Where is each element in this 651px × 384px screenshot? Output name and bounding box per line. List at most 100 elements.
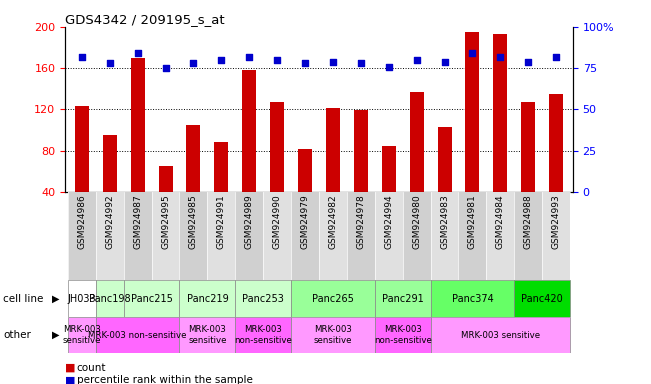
Bar xyxy=(270,102,284,233)
Text: GSM924980: GSM924980 xyxy=(412,195,421,249)
Bar xyxy=(235,192,263,280)
Bar xyxy=(186,125,201,233)
Bar xyxy=(437,127,452,233)
Text: GSM924982: GSM924982 xyxy=(329,195,337,249)
Bar xyxy=(96,317,180,353)
Point xyxy=(244,53,255,60)
Text: Panc198: Panc198 xyxy=(89,293,131,304)
Text: Panc253: Panc253 xyxy=(242,293,284,304)
Point xyxy=(383,63,394,70)
Text: GSM924987: GSM924987 xyxy=(133,195,142,249)
Text: GSM924979: GSM924979 xyxy=(301,195,309,249)
Bar xyxy=(235,280,291,317)
Text: cell line: cell line xyxy=(3,293,44,304)
Bar xyxy=(549,94,563,233)
Text: GSM924989: GSM924989 xyxy=(245,195,254,249)
Text: GSM924978: GSM924978 xyxy=(356,195,365,249)
Bar xyxy=(103,135,117,233)
Point xyxy=(160,65,171,71)
Bar xyxy=(214,142,229,233)
Point xyxy=(327,58,338,65)
Text: Panc219: Panc219 xyxy=(187,293,229,304)
Bar xyxy=(291,317,375,353)
Bar xyxy=(68,317,96,353)
Bar xyxy=(514,192,542,280)
Bar xyxy=(298,149,312,233)
Text: Panc291: Panc291 xyxy=(382,293,424,304)
Bar xyxy=(180,280,235,317)
Text: MRK-003 non-sensitive: MRK-003 non-sensitive xyxy=(89,331,187,339)
Bar xyxy=(319,192,347,280)
Text: GSM924992: GSM924992 xyxy=(105,195,114,249)
Text: GSM924984: GSM924984 xyxy=(496,195,505,249)
Point xyxy=(300,60,311,66)
Bar xyxy=(430,192,458,280)
Bar xyxy=(375,317,430,353)
Text: ▶: ▶ xyxy=(51,330,59,340)
Text: ■: ■ xyxy=(65,363,76,373)
Point xyxy=(439,58,450,65)
Bar xyxy=(96,280,124,317)
Text: GSM924990: GSM924990 xyxy=(273,195,282,249)
Bar xyxy=(159,166,173,233)
Text: GSM924988: GSM924988 xyxy=(524,195,533,249)
Point xyxy=(188,60,199,66)
Text: Panc265: Panc265 xyxy=(312,293,354,304)
Text: Panc215: Panc215 xyxy=(131,293,173,304)
Bar xyxy=(514,280,570,317)
Bar xyxy=(208,192,235,280)
Bar xyxy=(235,317,291,353)
Text: MRK-003
sensitive: MRK-003 sensitive xyxy=(188,325,227,345)
Bar xyxy=(381,146,396,233)
Text: percentile rank within the sample: percentile rank within the sample xyxy=(77,375,253,384)
Bar xyxy=(180,192,208,280)
Bar xyxy=(326,108,340,233)
Bar xyxy=(75,106,89,233)
Point xyxy=(495,53,506,60)
Bar xyxy=(291,192,319,280)
Point xyxy=(523,58,533,65)
Text: ▶: ▶ xyxy=(51,293,59,304)
Text: MRK-003
sensitive: MRK-003 sensitive xyxy=(62,325,101,345)
Text: GDS4342 / 209195_s_at: GDS4342 / 209195_s_at xyxy=(65,13,225,26)
Text: GSM924985: GSM924985 xyxy=(189,195,198,249)
Bar xyxy=(430,280,514,317)
Bar xyxy=(291,280,375,317)
Point xyxy=(132,50,143,56)
Bar xyxy=(493,34,507,233)
Text: Panc420: Panc420 xyxy=(521,293,563,304)
Text: GSM924991: GSM924991 xyxy=(217,195,226,249)
Bar xyxy=(542,192,570,280)
Bar xyxy=(152,192,180,280)
Bar xyxy=(242,70,256,233)
Point xyxy=(551,53,561,60)
Bar xyxy=(521,102,535,233)
Bar xyxy=(403,192,430,280)
Bar xyxy=(180,317,235,353)
Text: GSM924983: GSM924983 xyxy=(440,195,449,249)
Bar xyxy=(486,192,514,280)
Bar xyxy=(124,192,152,280)
Point xyxy=(355,60,366,66)
Bar xyxy=(68,192,96,280)
Bar xyxy=(131,58,145,233)
Text: MRK-003
non-sensitive: MRK-003 non-sensitive xyxy=(234,325,292,345)
Text: GSM924995: GSM924995 xyxy=(161,195,170,249)
Point xyxy=(467,50,478,56)
Text: GSM924986: GSM924986 xyxy=(77,195,87,249)
Text: MRK-003
non-sensitive: MRK-003 non-sensitive xyxy=(374,325,432,345)
Text: GSM924994: GSM924994 xyxy=(384,195,393,249)
Bar xyxy=(430,317,570,353)
Text: GSM924993: GSM924993 xyxy=(551,195,561,249)
Bar xyxy=(124,280,180,317)
Text: JH033: JH033 xyxy=(68,293,96,304)
Bar xyxy=(347,192,375,280)
Text: Panc374: Panc374 xyxy=(452,293,493,304)
Point xyxy=(105,60,115,66)
Text: other: other xyxy=(3,330,31,340)
Text: MRK-003
sensitive: MRK-003 sensitive xyxy=(314,325,352,345)
Text: ■: ■ xyxy=(65,375,76,384)
Point xyxy=(216,57,227,63)
Bar xyxy=(458,192,486,280)
Bar xyxy=(465,32,479,233)
